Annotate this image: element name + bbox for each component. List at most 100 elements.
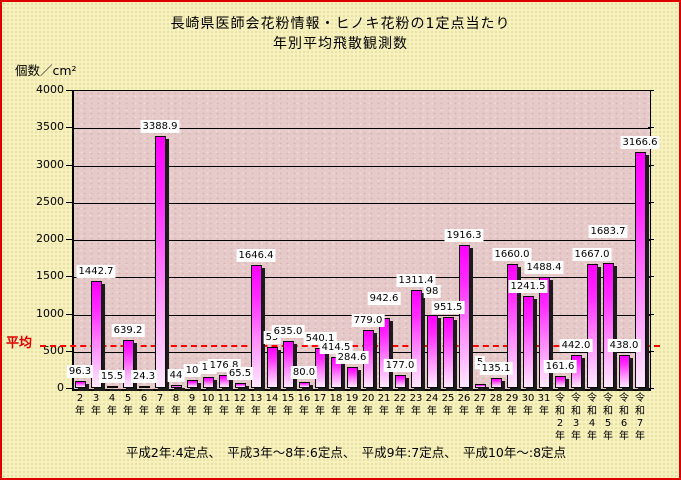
y-axis-unit-label: 個数／cm² — [15, 63, 77, 78]
x-tick-label: 13 年 — [249, 393, 263, 417]
footnote: 平成2年:4定点、 平成3年～8年:6定点、 平成9年:7定点、 平成10年～:… — [125, 445, 567, 460]
bar-value-label: 1311.4 — [396, 274, 436, 288]
bar — [74, 380, 86, 388]
bar-value-label: 1488.4 — [524, 261, 564, 275]
bar-value-label: 1442.7 — [76, 264, 116, 278]
axis-tick — [648, 127, 654, 129]
bar-value-label: 3166.6 — [620, 136, 660, 150]
bar — [122, 340, 134, 388]
average-label: 平均 — [6, 336, 33, 351]
axis-tick — [648, 350, 654, 352]
bar-value-label: 438.0 — [607, 339, 641, 353]
x-tick-label: 7 年 — [155, 393, 165, 417]
x-tick-label: 令 和 4 年 — [587, 393, 597, 442]
bar-value-label: 15.5 — [98, 370, 126, 383]
bar-value-label: 3388.9 — [140, 119, 180, 133]
x-tick-label: 令 和 2 年 — [555, 393, 565, 442]
bar-value-label: 442.0 — [559, 339, 593, 353]
bar — [250, 265, 262, 388]
y-tick-label: 3000 — [36, 157, 64, 171]
bar — [90, 280, 102, 388]
axis-tick — [66, 164, 72, 166]
plot-area — [72, 90, 651, 391]
x-tick-label: 5 年 — [123, 393, 133, 417]
axis-tick — [648, 164, 654, 166]
x-tick-label: 16 年 — [297, 393, 311, 417]
y-tick-label: 3500 — [36, 120, 64, 134]
bar-value-label: 65.5 — [226, 367, 254, 381]
axis-tick — [648, 239, 654, 240]
bar — [202, 376, 214, 388]
bar — [298, 382, 310, 388]
x-tick-label: 12 年 — [233, 393, 247, 417]
axis-tick — [66, 201, 72, 203]
bar-value-label: 1683.7 — [588, 224, 628, 238]
bar — [218, 374, 230, 388]
axis-tick — [66, 276, 72, 278]
x-tick-label: 令 和 3 年 — [571, 393, 581, 442]
x-tick-label: 25 年 — [441, 393, 455, 417]
gridline — [74, 128, 650, 130]
bar — [618, 355, 630, 388]
x-tick-label: 9 年 — [187, 393, 197, 417]
x-tick-label: 30 年 — [521, 393, 535, 417]
bar-value-label: 639.2 — [111, 324, 145, 338]
bar — [282, 340, 294, 388]
x-tick-label: 令 和 5 年 — [603, 393, 613, 442]
x-tick-label: 22 年 — [393, 393, 407, 417]
x-tick-label: 23 年 — [409, 393, 423, 417]
y-tick-label: 0 — [57, 381, 64, 394]
x-tick-label: 6 年 — [139, 393, 149, 417]
axis-tick — [648, 90, 654, 91]
x-tick-label: 24 年 — [425, 393, 439, 417]
bar-value-label: 1667.0 — [572, 247, 612, 261]
axis-tick — [66, 388, 72, 389]
chart-title-line1: 長崎県医師会花粉情報・ヒノキ花粉の1定点当たり — [170, 16, 511, 32]
bar-value-label: 1660.0 — [492, 248, 532, 262]
bar — [506, 264, 518, 388]
bar — [186, 380, 198, 388]
bar — [394, 374, 406, 388]
axis-tick — [648, 201, 654, 203]
bar-value-label: 779.0 — [351, 313, 385, 327]
bar — [266, 346, 278, 388]
x-tick-label: 令 和 7 年 — [635, 393, 645, 442]
bar-value-label: 635.0 — [271, 324, 305, 338]
bar — [586, 263, 598, 388]
axis-tick — [66, 350, 72, 352]
bar — [346, 366, 358, 388]
bar-value-label: 951.5 — [431, 301, 465, 315]
bar-value-label: 98 — [423, 284, 441, 298]
bar-value-label: 284.6 — [335, 350, 369, 364]
axis-tick — [66, 313, 72, 315]
x-tick-label: 19 年 — [345, 393, 359, 417]
axis-tick — [66, 90, 72, 91]
axis-tick — [66, 239, 72, 240]
axis-tick — [66, 127, 72, 129]
bar — [538, 277, 550, 388]
gridline — [74, 240, 650, 241]
x-tick-label: 3 年 — [91, 393, 101, 417]
bar-value-label: 44 — [167, 368, 185, 382]
chart-title: 長崎県医師会花粉情報・ヒノキ花粉の1定点当たり 年別平均飛散観測数 — [2, 14, 679, 54]
x-tick-label: 4 年 — [107, 393, 117, 417]
x-tick-label: 28 年 — [489, 393, 503, 417]
y-tick-label: 2500 — [36, 194, 64, 208]
x-tick-label: 11 年 — [217, 393, 231, 417]
bar-value-label: 10 — [183, 364, 201, 378]
bar — [410, 290, 422, 388]
bar-value-label: 942.6 — [367, 291, 401, 305]
gridline — [74, 165, 650, 167]
chart-title-line2: 年別平均飛散観測数 — [273, 36, 408, 52]
x-tick-label: 2 年 — [75, 393, 85, 417]
bar — [106, 386, 118, 388]
x-tick-label: 10 年 — [201, 393, 215, 417]
gridline — [74, 202, 650, 204]
x-tick-label: 27 年 — [473, 393, 487, 417]
axis-tick — [648, 388, 654, 389]
bar-value-label: 1646.4 — [236, 249, 276, 263]
gridline — [74, 277, 650, 279]
bar-value-label: 1916.3 — [444, 229, 484, 243]
bar — [554, 375, 566, 388]
bar — [378, 317, 390, 388]
